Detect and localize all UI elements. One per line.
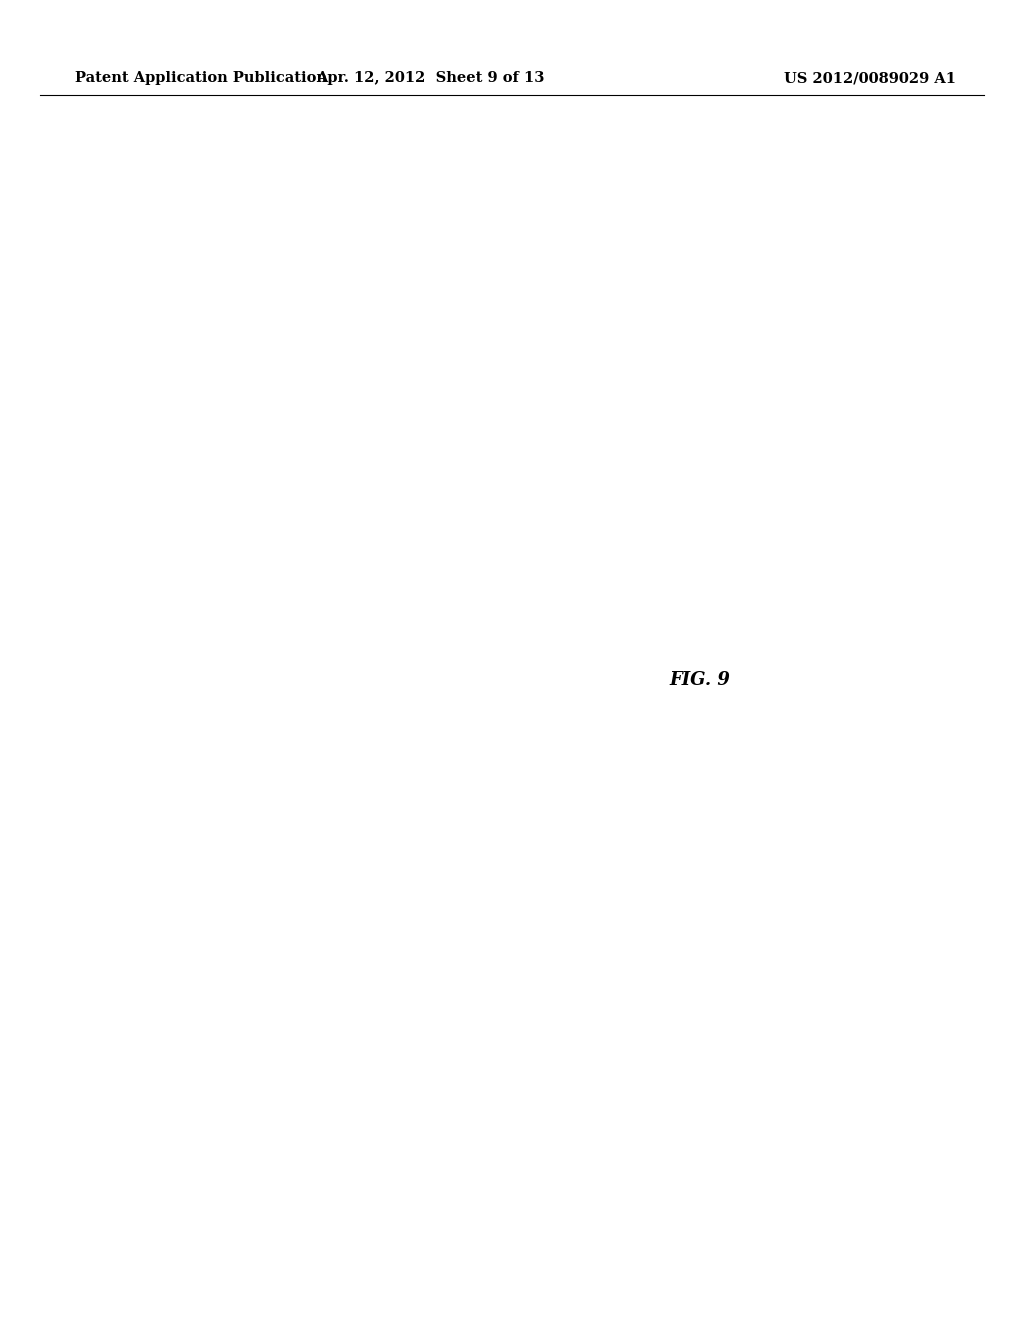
- Text: FIG. 9: FIG. 9: [670, 671, 730, 689]
- Text: US 2012/0089029 A1: US 2012/0089029 A1: [784, 71, 956, 84]
- Text: Patent Application Publication: Patent Application Publication: [75, 71, 327, 84]
- Text: Apr. 12, 2012  Sheet 9 of 13: Apr. 12, 2012 Sheet 9 of 13: [315, 71, 544, 84]
